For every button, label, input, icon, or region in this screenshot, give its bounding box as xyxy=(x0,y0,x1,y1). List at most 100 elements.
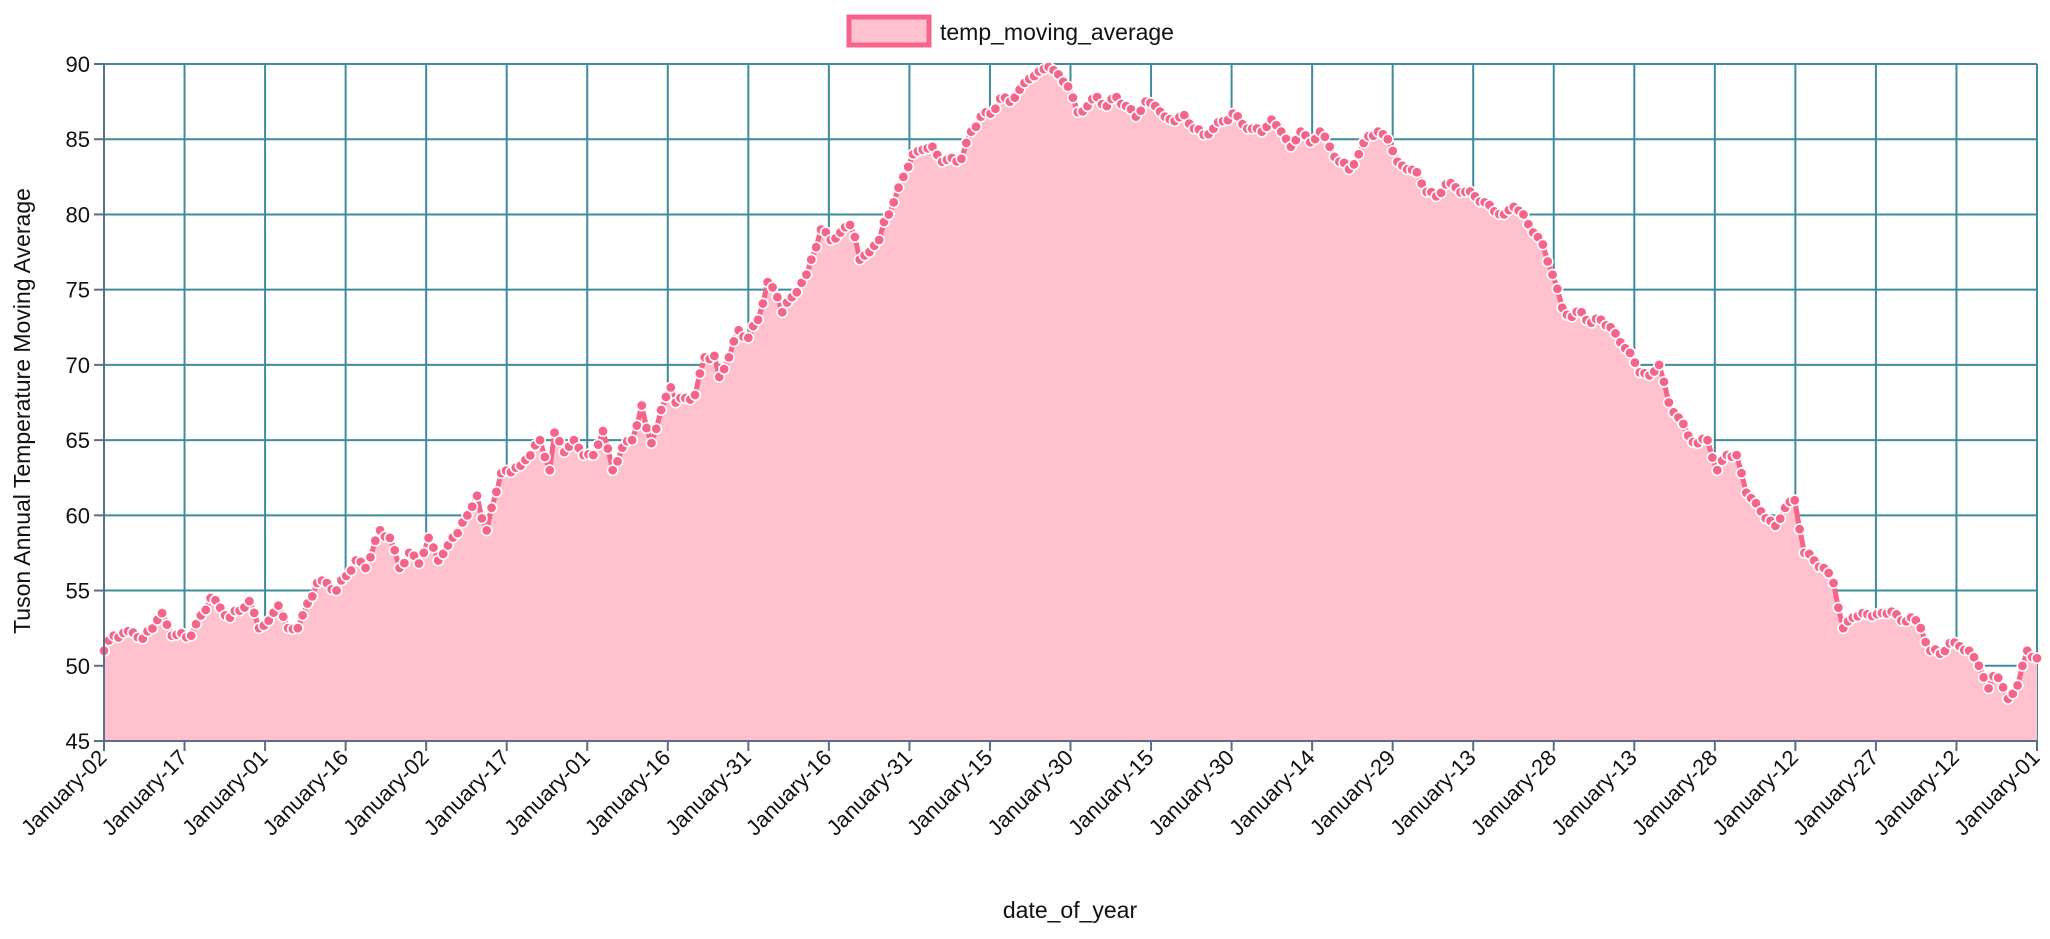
data-point[interactable] xyxy=(427,541,440,554)
data-point[interactable] xyxy=(752,313,765,326)
data-point[interactable] xyxy=(727,335,740,348)
data-point[interactable] xyxy=(1977,671,1990,684)
data-point[interactable] xyxy=(873,234,886,247)
data-point[interactable] xyxy=(383,531,396,544)
data-point[interactable] xyxy=(902,160,915,173)
legend-label[interactable]: temp_moving_average xyxy=(940,19,1174,45)
data-point[interactable] xyxy=(1982,682,1995,695)
data-point[interactable] xyxy=(1730,449,1743,462)
data-point[interactable] xyxy=(756,297,769,310)
data-point[interactable] xyxy=(1410,166,1423,179)
data-point[interactable] xyxy=(1788,494,1801,507)
data-point[interactable] xyxy=(955,152,968,165)
data-point[interactable] xyxy=(790,286,803,299)
data-point[interactable] xyxy=(1066,91,1079,104)
data-point[interactable] xyxy=(475,512,488,525)
data-point[interactable] xyxy=(1536,238,1549,251)
data-point[interactable] xyxy=(248,606,261,619)
legend-swatch[interactable] xyxy=(846,14,932,48)
data-point[interactable] xyxy=(412,557,425,570)
data-point[interactable] xyxy=(1832,601,1845,614)
data-point[interactable] xyxy=(708,349,721,362)
data-point[interactable] xyxy=(848,231,861,244)
data-point[interactable] xyxy=(970,120,983,133)
data-point[interactable] xyxy=(892,181,905,194)
data-point[interactable] xyxy=(451,527,464,540)
data-point[interactable] xyxy=(640,422,653,435)
data-point[interactable] xyxy=(1711,464,1724,477)
legend[interactable]: temp_moving_average xyxy=(846,14,1174,48)
data-point[interactable] xyxy=(606,464,619,477)
data-point[interactable] xyxy=(810,241,823,254)
data-point[interactable] xyxy=(534,434,547,447)
data-point[interactable] xyxy=(989,102,1002,115)
data-point[interactable] xyxy=(1541,255,1554,268)
data-point[interactable] xyxy=(635,399,648,412)
data-point[interactable] xyxy=(1062,80,1075,93)
data-point[interactable] xyxy=(1609,327,1622,340)
data-point[interactable] xyxy=(960,136,973,149)
data-point[interactable] xyxy=(345,564,358,577)
data-point[interactable] xyxy=(611,455,624,468)
data-point[interactable] xyxy=(490,485,503,498)
data-point[interactable] xyxy=(630,419,643,432)
data-point[interactable] xyxy=(2031,652,2044,665)
data-point[interactable] xyxy=(664,381,677,394)
data-point[interactable] xyxy=(722,351,735,364)
data-point[interactable] xyxy=(650,422,663,435)
data-point[interactable] xyxy=(1706,451,1719,464)
data-point[interactable] xyxy=(592,438,605,451)
data-point[interactable] xyxy=(364,551,377,564)
data-point[interactable] xyxy=(1381,133,1394,146)
data-point[interactable] xyxy=(1134,104,1147,117)
data-point[interactable] xyxy=(1972,659,1985,672)
data-point[interactable] xyxy=(1822,567,1835,580)
data-point[interactable] xyxy=(742,331,755,344)
data-point[interactable] xyxy=(1662,396,1675,409)
data-point[interactable] xyxy=(296,609,309,622)
data-point[interactable] xyxy=(1546,268,1559,281)
data-point[interactable] xyxy=(388,544,401,557)
data-point[interactable] xyxy=(1386,145,1399,158)
data-point[interactable] xyxy=(601,442,614,455)
data-point[interactable] xyxy=(1318,130,1331,143)
data-point[interactable] xyxy=(776,306,789,319)
data-point[interactable] xyxy=(524,449,537,462)
data-point[interactable] xyxy=(655,404,668,417)
data-point[interactable] xyxy=(2011,679,2024,692)
data-point[interactable] xyxy=(1657,375,1670,388)
data-point[interactable] xyxy=(543,464,556,477)
data-point[interactable] xyxy=(185,629,198,642)
data-point[interactable] xyxy=(1352,148,1365,161)
data-point[interactable] xyxy=(1735,467,1748,480)
data-point[interactable] xyxy=(243,595,256,608)
data-point[interactable] xyxy=(689,388,702,401)
data-point[interactable] xyxy=(1517,208,1530,221)
data-point[interactable] xyxy=(1677,417,1690,430)
data-point[interactable] xyxy=(1701,434,1714,447)
data-point[interactable] xyxy=(1551,282,1564,295)
data-point[interactable] xyxy=(306,590,319,603)
data-point[interactable] xyxy=(156,607,169,620)
data-point[interactable] xyxy=(1914,622,1927,635)
data-point[interactable] xyxy=(887,196,900,209)
data-point[interactable] xyxy=(1992,671,2005,684)
data-point[interactable] xyxy=(844,218,857,231)
data-point[interactable] xyxy=(645,437,658,450)
data-point[interactable] xyxy=(718,363,731,376)
data-point[interactable] xyxy=(1793,523,1806,536)
data-point[interactable] xyxy=(805,253,818,266)
data-point[interactable] xyxy=(1827,577,1840,590)
data-point[interactable] xyxy=(596,425,609,438)
data-point[interactable] xyxy=(659,390,672,403)
data-point[interactable] xyxy=(897,170,910,183)
data-point[interactable] xyxy=(359,561,372,574)
data-point[interactable] xyxy=(1347,158,1360,171)
data-point[interactable] xyxy=(417,546,430,559)
data-point[interactable] xyxy=(272,599,285,612)
data-point[interactable] xyxy=(553,435,566,448)
data-point[interactable] xyxy=(330,584,343,597)
data-point[interactable] xyxy=(485,501,498,514)
data-point[interactable] xyxy=(771,291,784,304)
data-point[interactable] xyxy=(693,367,706,380)
